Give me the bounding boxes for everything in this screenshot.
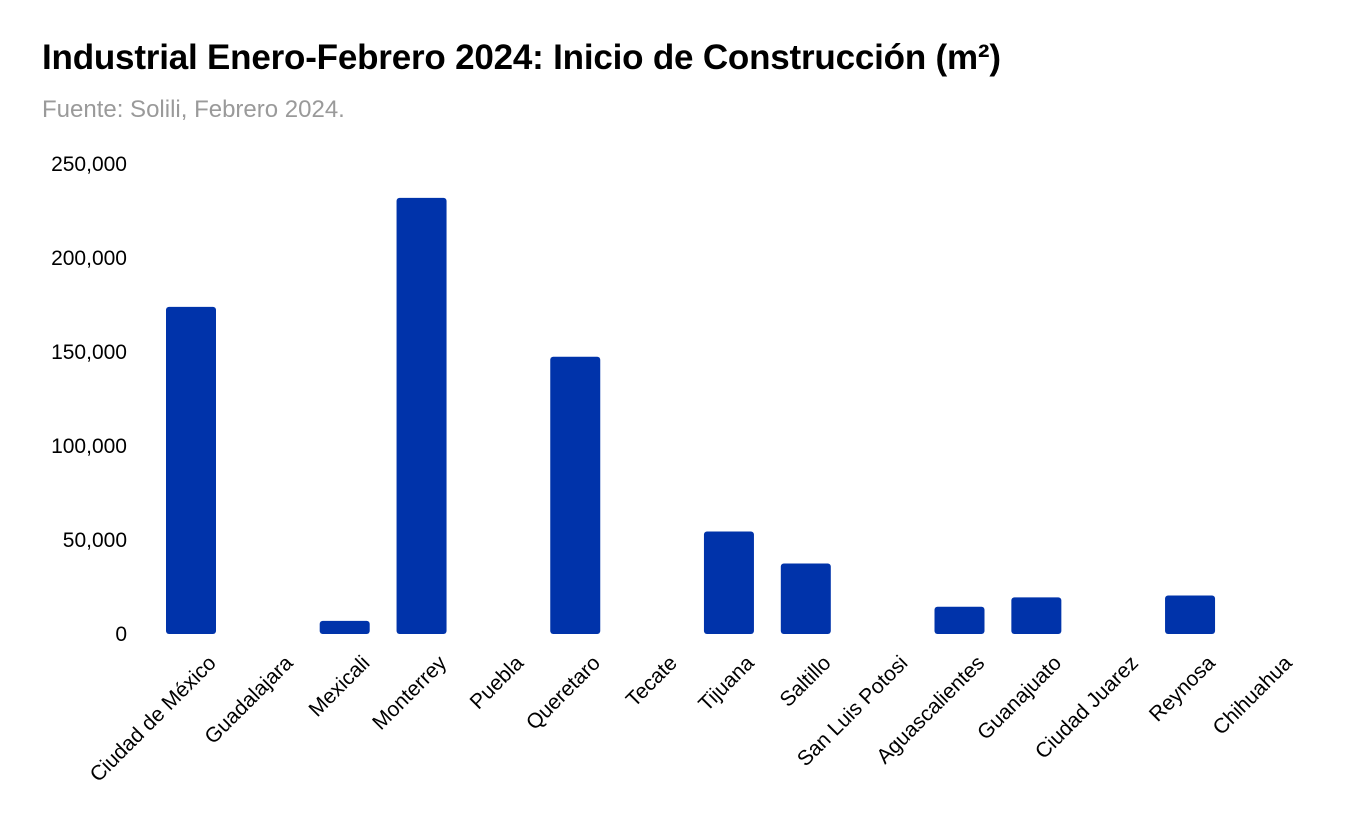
bar (703, 531, 754, 634)
bar (166, 306, 216, 634)
bars (166, 197, 1216, 634)
x-tick-label: Tijuana (694, 651, 759, 716)
bar (934, 606, 985, 634)
x-tick-label: Puebla (466, 651, 529, 714)
y-tick-label: 100,000 (51, 435, 127, 458)
x-tick-label: Queretaro (522, 651, 605, 734)
bar (550, 356, 601, 634)
x-tick-label: Mexicali (305, 651, 375, 721)
x-tick-label: Reynosa (1145, 651, 1220, 726)
bar (319, 620, 370, 634)
x-tick-label: Saltillo (776, 651, 836, 711)
bar (1011, 597, 1062, 634)
chart-title: Industrial Enero-Febrero 2024: Inicio de… (42, 38, 1001, 77)
y-axis: 0 50,000 100,000 150,000 200,000 250,000 (51, 153, 127, 646)
y-tick-label: 200,000 (51, 247, 127, 270)
x-tick-label: Monterrey (368, 651, 451, 734)
x-tick-label: Ciudad de México (86, 651, 221, 786)
y-tick-label: 0 (115, 623, 127, 646)
y-tick-label: 250,000 (51, 153, 127, 176)
y-tick-label: 50,000 (63, 529, 127, 552)
x-tick-label: Tecate (622, 651, 682, 711)
bar (396, 197, 447, 634)
x-tick-label: Chihuahua (1209, 651, 1297, 739)
bar (1165, 595, 1216, 634)
y-tick-label: 150,000 (51, 341, 127, 364)
chart-subtitle: Fuente: Solili, Febrero 2024. (42, 96, 345, 123)
bar (780, 563, 831, 634)
